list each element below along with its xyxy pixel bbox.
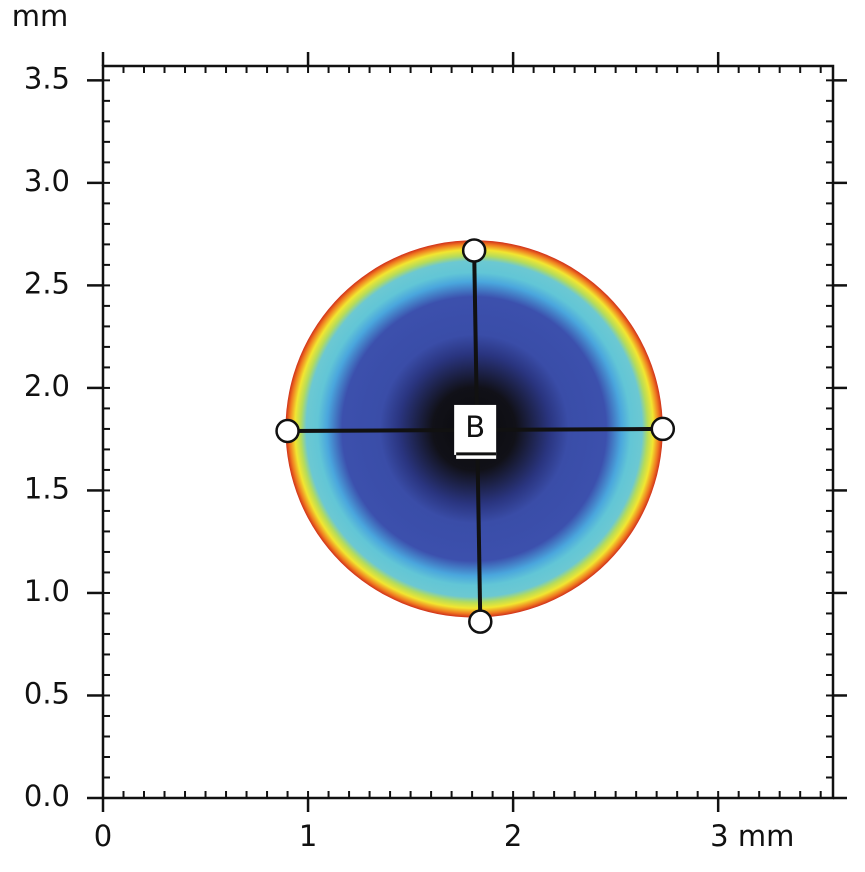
y-tick-label: 2.5: [24, 266, 70, 300]
x-tick-label: 2: [504, 819, 522, 853]
y-tick-label: 0.5: [24, 676, 70, 710]
plot-frame: [101, 64, 835, 800]
y-tick-label: 3.0: [24, 164, 70, 198]
spot-label: B: [465, 410, 485, 444]
y-tick-label: 1.0: [24, 574, 70, 608]
measure-point: [461, 238, 487, 263]
measure-point: [468, 609, 493, 634]
y-tick-label: 0.0: [24, 779, 70, 813]
x-tick-label: 3 mm: [710, 819, 794, 853]
x-tick-label: 0: [94, 819, 112, 853]
y-tick-label: 2.0: [24, 369, 70, 403]
measure-point: [650, 416, 676, 442]
measure-point: [275, 418, 300, 444]
x-tick-label: 1: [299, 819, 317, 853]
label-box: [454, 404, 497, 455]
y-axis-unit: mm: [12, 0, 69, 33]
plot-area: B: [275, 238, 676, 634]
y-tick-label: 1.5: [24, 471, 70, 505]
y-tick-label: 3.5: [24, 61, 70, 95]
